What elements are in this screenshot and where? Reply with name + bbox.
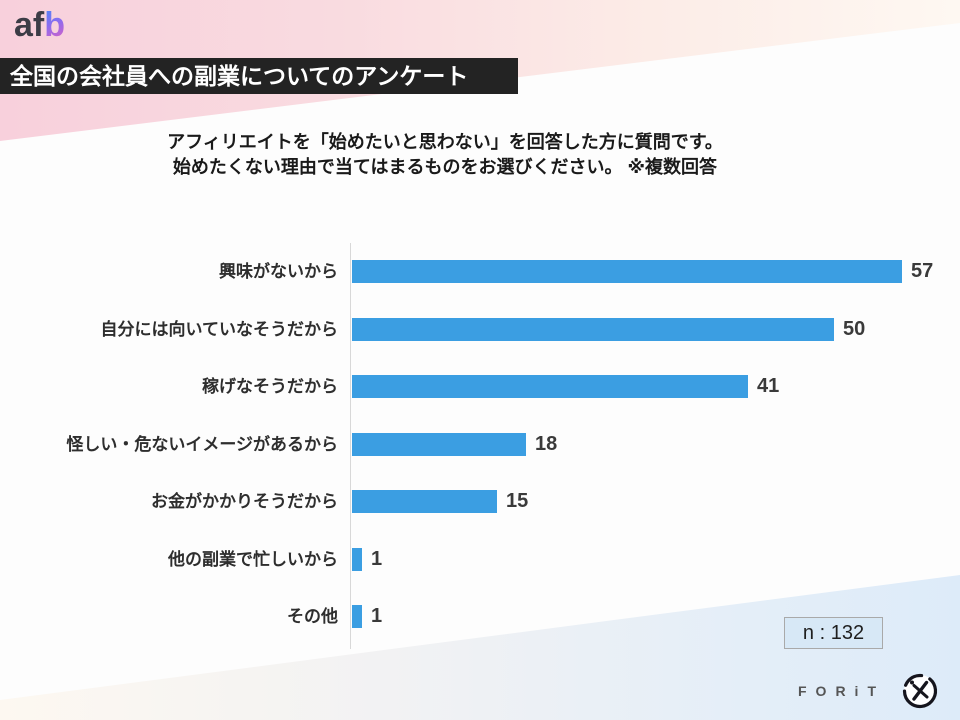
category-label: 稼げなそうだから <box>202 377 338 396</box>
value-label: 57 <box>911 260 934 282</box>
value-label: 50 <box>843 318 866 340</box>
forit-logo-text: FORiT <box>798 683 885 699</box>
bar <box>352 375 748 398</box>
bar <box>352 260 902 283</box>
category-label: 怪しい・危ないイメージがあるから <box>66 435 338 454</box>
category-label: お金がかかりそうだから <box>151 492 338 511</box>
category-label: 興味がないから <box>219 262 338 281</box>
sample-size-badge: n : 132 <box>784 617 883 649</box>
chart-question-line2: 始めたくない理由で当てはまるものをお選びください。 ※複数回答 <box>172 157 718 177</box>
value-label: 1 <box>371 548 383 570</box>
category-label: その他 <box>287 607 338 626</box>
category-label: 他の副業で忙しいから <box>168 550 338 569</box>
chart-question: アフィリエイトを「始めたいと思わない」を回答した方に質問です。 始めたくない理由… <box>0 130 890 180</box>
value-label: 1 <box>371 605 383 627</box>
value-label: 18 <box>535 433 558 455</box>
afb-logo-af: af <box>14 6 45 44</box>
bar <box>352 605 362 628</box>
bar <box>352 490 497 513</box>
bar <box>352 318 834 341</box>
page-title: 全国の会社員への副業についてのアンケート <box>0 58 518 94</box>
category-label: 自分には向いていなそうだから <box>100 320 339 339</box>
bar <box>352 433 526 456</box>
chart-axis-line <box>350 243 351 649</box>
chart-question-line1: アフィリエイトを「始めたいと思わない」を回答した方に質問です。 <box>167 132 723 152</box>
bar <box>352 548 362 571</box>
afb-logo-b: b <box>44 6 66 44</box>
value-label: 15 <box>506 490 529 512</box>
afb-logo: afb <box>14 6 65 45</box>
value-label: 41 <box>757 375 780 397</box>
forit-circle-icon <box>899 670 941 717</box>
